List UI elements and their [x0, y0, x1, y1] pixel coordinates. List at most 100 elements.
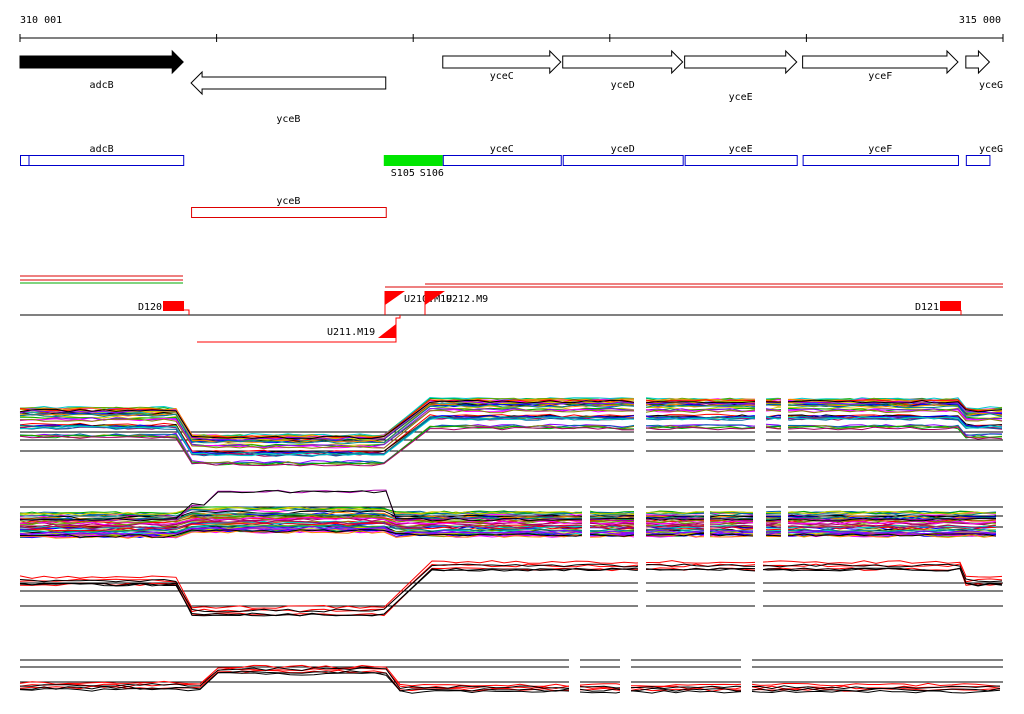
segment-box-yceC [442, 155, 562, 166]
profile-trace [19, 416, 1003, 457]
data-gap [753, 500, 766, 545]
gene-arrow-yceE [684, 49, 798, 75]
profile-trace [19, 425, 1003, 466]
gene-label-yceG: yceG [979, 80, 1003, 91]
profile-panel-3 [19, 560, 1003, 617]
profile-trace [19, 489, 997, 522]
profile-panel-4 [19, 659, 1003, 694]
data-gap [638, 500, 646, 545]
feature-label-u212: U212.M9 [446, 294, 488, 305]
gene-arrow-yceD [562, 49, 684, 75]
profile-trace [19, 670, 1001, 692]
highlight-label-2: S106 [420, 168, 444, 179]
profile-trace [20, 407, 1003, 448]
data-gap [781, 395, 788, 540]
profile-trace [19, 520, 997, 530]
highlight-label-1: S105 [391, 168, 415, 179]
data-gap [741, 655, 752, 700]
profile-panel-1 [19, 396, 1003, 467]
data-gap [582, 500, 590, 545]
feature-line-u211 [197, 315, 401, 343]
gene-arrow-yceG [965, 49, 991, 75]
segment-box-yceD [562, 155, 684, 166]
data-gap [704, 500, 710, 545]
gene-label-yceF: yceF [868, 71, 892, 82]
gene-segment-track: S105 S106 adcB yceC yceD yceE yceF yceG yceB [20, 144, 1003, 218]
profile-panel-2 [19, 489, 1003, 539]
data-gap [569, 655, 580, 700]
profile-trace [19, 404, 1003, 445]
profile-trace [19, 672, 1001, 694]
feature-label-u211: U211.M19 [327, 327, 375, 338]
segment-label-adcB: adcB [90, 144, 114, 155]
profile-trace [19, 525, 997, 535]
profile-trace [19, 530, 997, 539]
profile-trace [19, 399, 1003, 440]
profile-trace [20, 524, 997, 534]
gene-label-adcB: adcB [90, 80, 114, 91]
profile-trace [19, 400, 1003, 441]
profile-trace [19, 409, 1003, 450]
profile-trace [19, 490, 997, 522]
gene-label-yceC: yceC [490, 71, 514, 82]
profile-trace [19, 522, 997, 532]
gene-label-yceD: yceD [611, 80, 635, 91]
gene-label-yceB: yceB [276, 114, 300, 125]
profile-trace [19, 517, 997, 527]
profile-trace [19, 416, 1003, 457]
segment-label-yceC: yceC [490, 144, 514, 155]
profile-trace [19, 510, 997, 520]
profile-trace [19, 563, 1003, 613]
feature-marker-u210 [385, 291, 405, 305]
gene-arrow-yceB [190, 70, 387, 96]
ruler: 310 001 315 000 [19, 15, 1004, 42]
profile-trace [19, 664, 1001, 687]
segment-box-yceB [191, 207, 387, 218]
data-gaps [569, 395, 788, 700]
ruler-start-label: 310 001 [20, 15, 62, 26]
feature-connector [183, 309, 190, 315]
profile-trace [19, 423, 1003, 464]
gene-arrow-yceF [802, 49, 959, 75]
feature-block-d121 [940, 301, 961, 311]
segment-label-yceE: yceE [729, 144, 753, 155]
segment-label-yceF: yceF [868, 144, 892, 155]
gene-arrows-track: adcB yceB yceC yceD yceE yceF yceG [19, 49, 1003, 125]
feature-marker-u212 [425, 291, 445, 305]
segment-label-yceG: yceG [979, 144, 1003, 155]
data-gap [620, 655, 631, 700]
profile-trace [19, 567, 1003, 617]
feature-marker-u211 [378, 324, 396, 338]
highlight-region [383, 155, 443, 166]
segment-box-yceF [802, 155, 959, 166]
segment-box-yceG [965, 155, 991, 166]
segment-label-yceD: yceD [611, 144, 635, 155]
segment-label-yceB: yceB [276, 196, 300, 207]
profile-trace [19, 511, 997, 521]
profile-trace [19, 563, 1003, 613]
profile-trace [19, 426, 1003, 467]
ruler-end-label: 315 000 [959, 15, 1001, 26]
data-gap [781, 500, 788, 545]
data-gap [638, 555, 646, 610]
segment-box-adcB [20, 155, 185, 166]
segment-box-yceE [684, 155, 798, 166]
gene-arrow-yceC [442, 49, 562, 75]
profile-trace [19, 516, 997, 526]
data-gap [755, 555, 763, 610]
profile-trace [19, 424, 1003, 465]
profile-trace [19, 560, 1003, 609]
feature-track: D120 U210.M19 U212.M9 D121 U211.M19 [20, 275, 1003, 343]
ruler-ticks [19, 34, 1004, 42]
feature-label-d120: D120 [138, 302, 162, 313]
profile-trace [19, 667, 1001, 690]
profile-trace [19, 529, 997, 538]
gene-label-yceE: yceE [729, 92, 753, 103]
profile-trace [19, 567, 1003, 617]
profile-trace [19, 567, 1003, 617]
feature-block-d120 [163, 301, 184, 311]
data-gap [755, 395, 766, 540]
feature-label-d121: D121 [915, 302, 939, 313]
gene-arrow-adcB [19, 49, 184, 75]
